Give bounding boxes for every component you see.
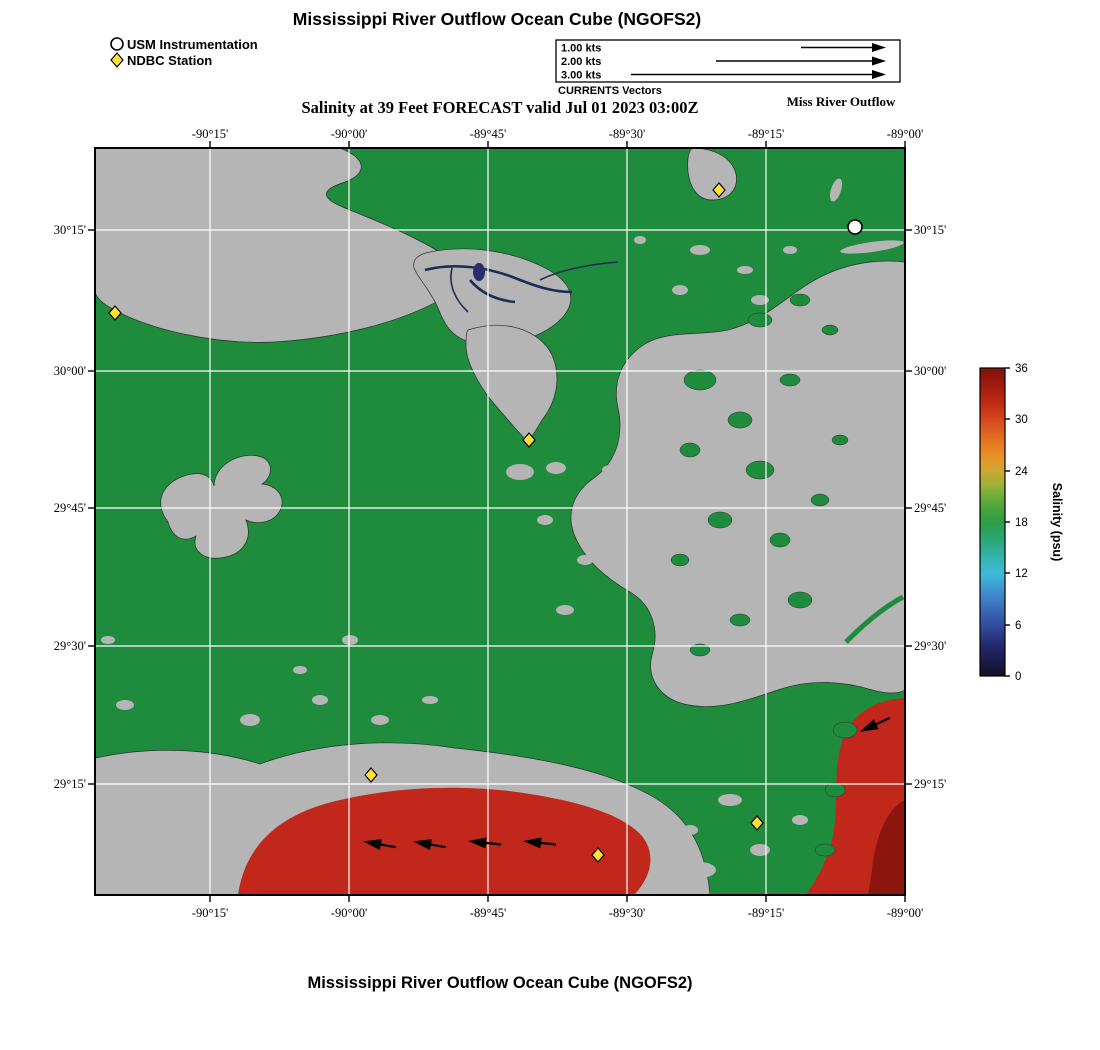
current-arrow [363, 839, 396, 850]
lat-tick-label: 30°00' [54, 364, 86, 378]
vector-label-2: 2.00 kts [561, 56, 601, 68]
ndbc-station-marker [750, 815, 764, 831]
lon-tick-label: -89°00' [887, 127, 923, 141]
marsh-patches-east-gulf [814, 721, 858, 857]
colorbar-tick-label: 18 [1015, 517, 1028, 529]
lat-tick-label: 29°15' [54, 777, 86, 791]
map-frame [94, 147, 906, 896]
current-arrow [859, 716, 891, 732]
outflow-label: Miss River Outflow [787, 94, 896, 109]
current-arrow [468, 837, 501, 849]
islets-bottom [682, 794, 808, 878]
ndbc-station-marker [591, 847, 605, 863]
colorbar-tick-label: 24 [1015, 466, 1028, 478]
vector-scale-arrowhead [872, 43, 886, 52]
colorbar-tick-label: 6 [1015, 620, 1021, 632]
ndbc-station-marker [712, 182, 726, 198]
lon-tick-label: -89°30' [609, 127, 645, 141]
lon-axis-bottom: -90°15' -90°00' -89°45' -89°30' -89°15' … [192, 906, 923, 920]
ndbc-station-marker [108, 305, 122, 321]
lat-tick-label: 30°15' [914, 223, 946, 237]
lat-tick-label: 30°15' [54, 223, 86, 237]
lon-tick-label: -89°45' [470, 906, 506, 920]
usm-legend-label: USM Instrumentation [127, 37, 258, 52]
gulf-high-salinity-core [868, 800, 905, 895]
footer-title: Mississippi River Outflow Ocean Cube (NG… [307, 974, 692, 992]
island-mid-left [160, 454, 283, 559]
ndbc-legend-icon [110, 52, 124, 68]
lon-tick-label: -90°15' [192, 906, 228, 920]
current-arrow [523, 837, 556, 849]
lon-tick-label: -89°45' [470, 127, 506, 141]
lon-tick-label: -89°15' [748, 906, 784, 920]
lat-tick-label: 29°45' [914, 501, 946, 515]
ndbc-legend-label: NDBC Station [127, 53, 212, 68]
vector-scale-arrows [631, 43, 886, 79]
usm-station-marker [847, 219, 863, 235]
lon-axis-top: -90°15' -90°00' -89°45' -89°30' -89°15' … [192, 127, 923, 141]
axis-ticks [88, 141, 912, 902]
colorbar-gradient [979, 367, 1006, 677]
lon-tick-label: -89°15' [748, 127, 784, 141]
colorbar-tick-label: 12 [1015, 568, 1028, 580]
islets-upper-right [634, 178, 904, 305]
low-salinity-plume [473, 263, 485, 281]
lat-tick-label: 30°00' [914, 364, 946, 378]
colorbar: 36 30 24 18 12 6 0 Salinity (psu) [979, 363, 1064, 683]
lat-axis-left: 30°15' 30°00' 29°45' 29°30' 29°15' [54, 223, 86, 791]
current-arrow [413, 839, 446, 850]
ndbc-station-markers [108, 182, 764, 863]
colorbar-ticks [1005, 367, 1010, 677]
gulf-high-salinity [238, 787, 651, 895]
vector-label-1: 1.00 kts [561, 43, 601, 55]
vector-scale-arrowhead [872, 56, 886, 66]
graticule [95, 148, 905, 895]
usm-legend-icon [110, 37, 124, 51]
colorbar-tick-label: 36 [1015, 363, 1028, 375]
lon-tick-label: -89°30' [609, 906, 645, 920]
colorbar-tick-label: 30 [1015, 414, 1028, 426]
lon-tick-label: -90°15' [192, 127, 228, 141]
vector-legend-caption: CURRENTS Vectors [558, 85, 662, 97]
lat-axis-right: 30°15' 30°00' 29°45' 29°30' 29°15' [914, 223, 946, 791]
vector-legend: 1.00 kts 2.00 kts 3.00 kts CURRENTS Vect… [555, 39, 901, 97]
river-branch [450, 261, 619, 313]
land-east-marsh [570, 260, 905, 707]
lat-tick-label: 29°30' [54, 639, 86, 653]
lon-tick-label: -89°00' [887, 906, 923, 920]
colorbar-axis-label: Salinity (psu) [1050, 483, 1064, 561]
current-vector-arrows [363, 716, 891, 850]
map-plot-area [95, 148, 905, 895]
ndbc-station-marker [364, 767, 378, 783]
lon-tick-label: -90°00' [331, 127, 367, 141]
river-channel [424, 265, 573, 304]
land-top-hook [687, 148, 737, 201]
usm-station-markers [847, 219, 863, 235]
lat-tick-label: 29°30' [914, 639, 946, 653]
lat-tick-label: 29°45' [54, 501, 86, 515]
lon-tick-label: -90°00' [331, 906, 367, 920]
bayou-sliver [844, 594, 905, 644]
colorbar-tick-label: 0 [1015, 671, 1021, 683]
marker-legend: USM Instrumentation NDBC Station [110, 37, 258, 68]
page-title: Mississippi River Outflow Ocean Cube (NG… [293, 9, 701, 29]
vector-label-3: 3.00 kts [561, 70, 601, 82]
ndbc-station-marker [522, 432, 536, 448]
lat-tick-label: 29°15' [914, 777, 946, 791]
vector-scale-arrowhead [872, 70, 886, 79]
map-subtitle: Salinity at 39 Feet FORECAST valid Jul 0… [301, 98, 698, 117]
